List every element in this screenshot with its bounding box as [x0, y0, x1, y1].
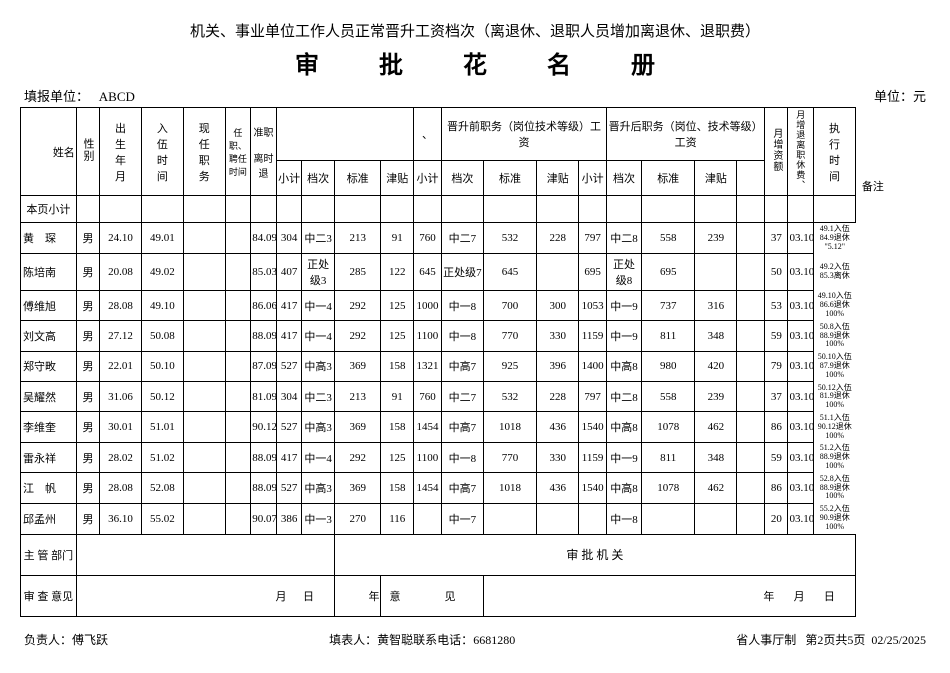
dept-label: 主 管 部门	[21, 534, 77, 575]
table-row: 刘文高男27.1250.0888.09417中一42921251100中一877…	[21, 321, 931, 351]
unit: 单位：元	[874, 86, 926, 105]
org: ABCD	[99, 89, 135, 104]
table-row: 李维奎男30.0151.0190.12527中高33691581454中高710…	[21, 412, 931, 442]
table-row: 雷永祥男28.0251.0288.09417中一42921251100中一877…	[21, 442, 931, 472]
table-row: 邱孟州男36.1055.0290.07386中一3270116中一7中一8200…	[21, 503, 931, 534]
review-label: 审 查 意见	[21, 575, 77, 616]
main-table: 姓名性别出生年月入伍时间现任职务任职、聘任时间准职离时退、晋升前职务（岗位技术等…	[20, 107, 930, 617]
table-row: 吴耀然男31.0650.1281.09304中二321391760中二75322…	[21, 382, 931, 412]
table-row: 傅维旭男28.0849.1086.06417中一42921251000中一870…	[21, 290, 931, 320]
title-1: 机关、事业单位工作人员正常晋升工资档次（离退休、退职人员增加离退休、退职费）	[20, 20, 930, 41]
title-2: 审批花名册	[20, 45, 930, 80]
table-row: 黄 琛男24.1049.0184.09304中二321391760中二75322…	[21, 223, 931, 254]
table-row: 郑守畋男22.0150.1087.09527中高33691581321中高792…	[21, 351, 931, 381]
table-row: 江 帆男28.0852.0888.09527中高33691581454中高710…	[21, 473, 931, 503]
org-label: 填报单位：	[24, 89, 89, 104]
table-row: 陈培南男20.0849.0285.03407正处级3285122645正处级76…	[21, 253, 931, 290]
